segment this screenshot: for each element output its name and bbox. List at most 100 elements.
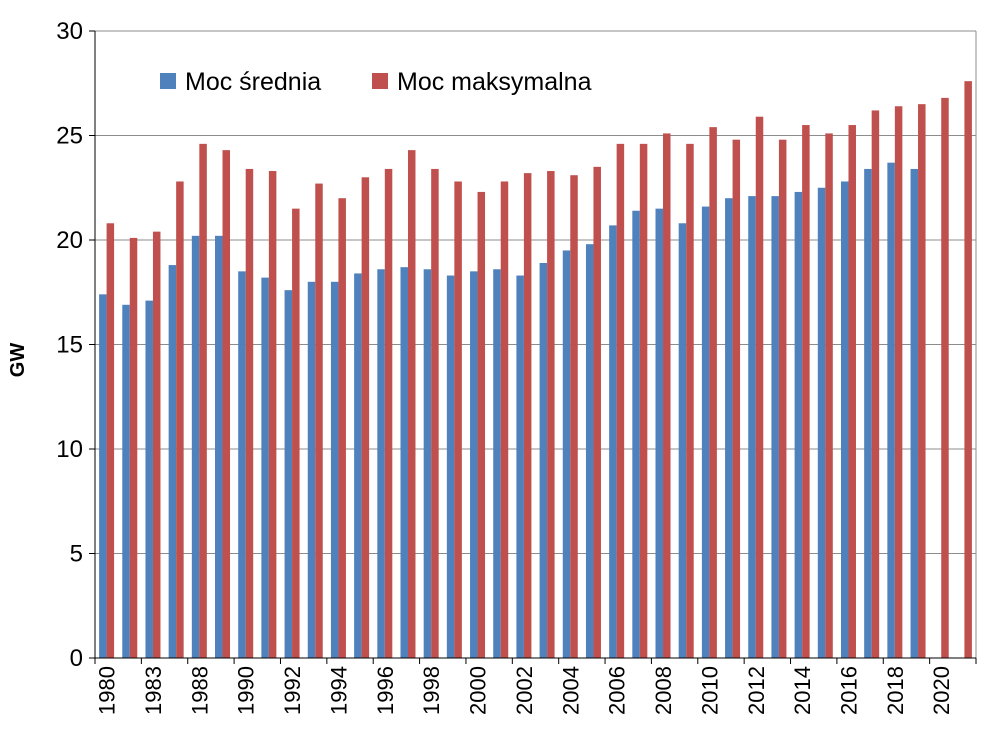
x-tick-label: 2018 [883,666,908,715]
bar-moc-srednia [122,304,130,658]
bar-moc-maksymalna [709,127,717,658]
x-tick-label: 1996 [373,666,398,715]
bar-moc-srednia [145,300,153,658]
bar-moc-maksymalna [315,183,323,658]
bar-moc-maksymalna [663,133,671,658]
x-tick-label: 2006 [605,666,630,715]
bar-moc-maksymalna [245,168,254,658]
bar-moc-maksymalna [338,198,346,658]
bar-moc-maksymalna [686,143,694,659]
bar-moc-srednia [307,281,316,658]
x-tick-label: 2000 [466,666,491,715]
bar-moc-maksymalna [129,237,138,658]
legend: Moc średnia Moc maksymalna [160,68,592,96]
bar-moc-maksymalna [570,175,578,658]
bar-moc-srednia [168,265,177,658]
x-tick-label: 2020 [929,666,954,715]
x-tick-label: 1992 [280,666,305,715]
x-tick-label: 1988 [187,666,212,715]
bar-moc-maksymalna [593,166,601,658]
bar-moc-maksymalna [547,171,555,658]
bar-moc-maksymalna [152,231,161,658]
bar-moc-srednia [377,269,385,658]
bar-moc-maksymalna [199,143,207,659]
y-tick-label: 10 [56,436,83,463]
bar-moc-srednia [771,196,779,659]
x-tick-labels: 1980 1983 1988 1990 1992 1994 1996 1998 2000 2002… [95,666,955,715]
bar-moc-srednia [632,210,640,659]
bar-moc-srednia [701,206,710,658]
bar-moc-maksymalna [523,173,532,658]
bar-moc-maksymalna [361,177,370,659]
bar-moc-maksymalna [802,125,810,659]
bar-moc-srednia [400,267,408,658]
bar-moc-srednia [470,271,478,658]
x-tick-label: 2014 [790,666,815,715]
bar-moc-srednia [284,290,293,658]
bar-moc-maksymalna [268,171,277,658]
bar-moc-srednia [817,187,826,658]
bar-moc-srednia [609,225,617,658]
bar-moc-maksymalna [894,106,903,659]
bar-moc-maksymalna [964,81,972,658]
bar-moc-srednia [562,250,571,658]
bar-moc-maksymalna [755,116,764,658]
y-tick-label: 25 [56,123,83,150]
bar-moc-srednia [446,275,455,658]
x-tick-label: 2016 [836,666,861,715]
bar-moc-maksymalna [477,191,486,658]
x-tick-label: 1998 [419,666,444,715]
bar-moc-srednia [748,196,756,659]
bar-moc-maksymalna [918,104,926,658]
bar-moc-srednia [493,269,501,658]
bar-moc-maksymalna [106,223,115,658]
bar-moc-srednia [354,273,362,658]
bar-moc-maksymalna [639,143,648,659]
bar-moc-srednia [887,162,895,659]
y-tick-labels: 0 5 10 15 20 25 30 [56,18,83,672]
bar-moc-maksymalna [848,125,856,659]
bar-moc-srednia [539,262,548,658]
bar-moc-maksymalna [616,143,625,659]
y-tick-label: 20 [56,227,83,254]
bar-moc-srednia [725,198,733,658]
bar-moc-srednia [678,223,687,658]
bar-moc-srednia [655,208,664,658]
bars-group [99,81,972,659]
bar-moc-maksymalna [176,181,184,659]
legend-label-series-0: Moc średnia [185,68,321,96]
bar-moc-maksymalna [825,133,833,658]
x-tick-label: 1980 [95,666,120,715]
bar-moc-srednia [840,181,849,659]
x-tick-label: 2012 [744,666,769,715]
x-tick-label: 2010 [697,666,722,715]
bar-moc-srednia [516,275,524,658]
x-tick-label: 1994 [326,666,351,715]
bar-moc-maksymalna [431,168,439,658]
bar-moc-maksymalna [732,139,741,658]
bar-moc-srednia [423,269,432,658]
y-tick-label: 30 [56,18,83,45]
bar-moc-srednia [99,294,107,658]
bar-moc-maksymalna [454,181,462,659]
bar-moc-maksymalna [407,150,416,658]
y-axis-title: GW [7,343,29,378]
bar-moc-maksymalna [384,168,393,658]
y-tick-label: 15 [56,332,83,359]
legend-swatch-series-1 [372,73,388,89]
bar-moc-maksymalna [941,97,949,658]
bar-moc-srednia [585,244,594,658]
x-tick-label: 2008 [651,666,676,715]
bar-moc-maksymalna [222,150,231,658]
y-tick-label: 5 [70,541,83,568]
bar-moc-srednia [215,235,223,658]
bar-moc-maksymalna [500,181,509,659]
bar-moc-srednia [864,168,872,658]
x-tick-label: 1990 [234,666,259,715]
bar-moc-maksymalna [871,110,880,659]
x-tick-label: 2004 [558,666,583,715]
x-tick-label: 2002 [512,666,537,715]
x-tick-label: 1983 [141,666,166,715]
bar-moc-maksymalna [778,139,787,658]
